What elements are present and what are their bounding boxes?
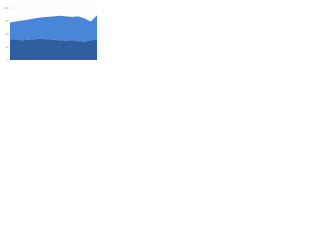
y-tick-label: 100 (3, 6, 8, 10)
area (10, 15, 97, 42)
y-tick-label: 75 (5, 19, 9, 23)
y-tick-label: 25 (5, 45, 9, 49)
chart: 0 25 50 75 100 (3, 6, 97, 62)
area (10, 38, 97, 60)
y-tick-label: 50 (5, 32, 9, 36)
y-tick-label: 0 (7, 58, 9, 62)
